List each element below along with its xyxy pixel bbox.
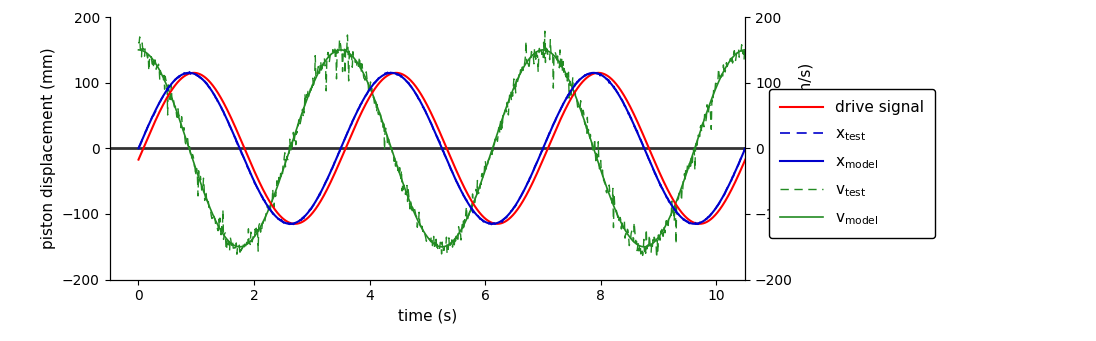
Legend: drive signal, x$_\mathregular{test}$, x$_\mathregular{model}$, v$_\mathregular{t: drive signal, x$_\mathregular{test}$, x$… bbox=[769, 89, 935, 238]
Y-axis label: piston velocity (mm/s): piston velocity (mm/s) bbox=[799, 63, 813, 234]
Y-axis label: piston displacement (mm): piston displacement (mm) bbox=[42, 47, 56, 249]
X-axis label: time (s): time (s) bbox=[398, 309, 457, 324]
